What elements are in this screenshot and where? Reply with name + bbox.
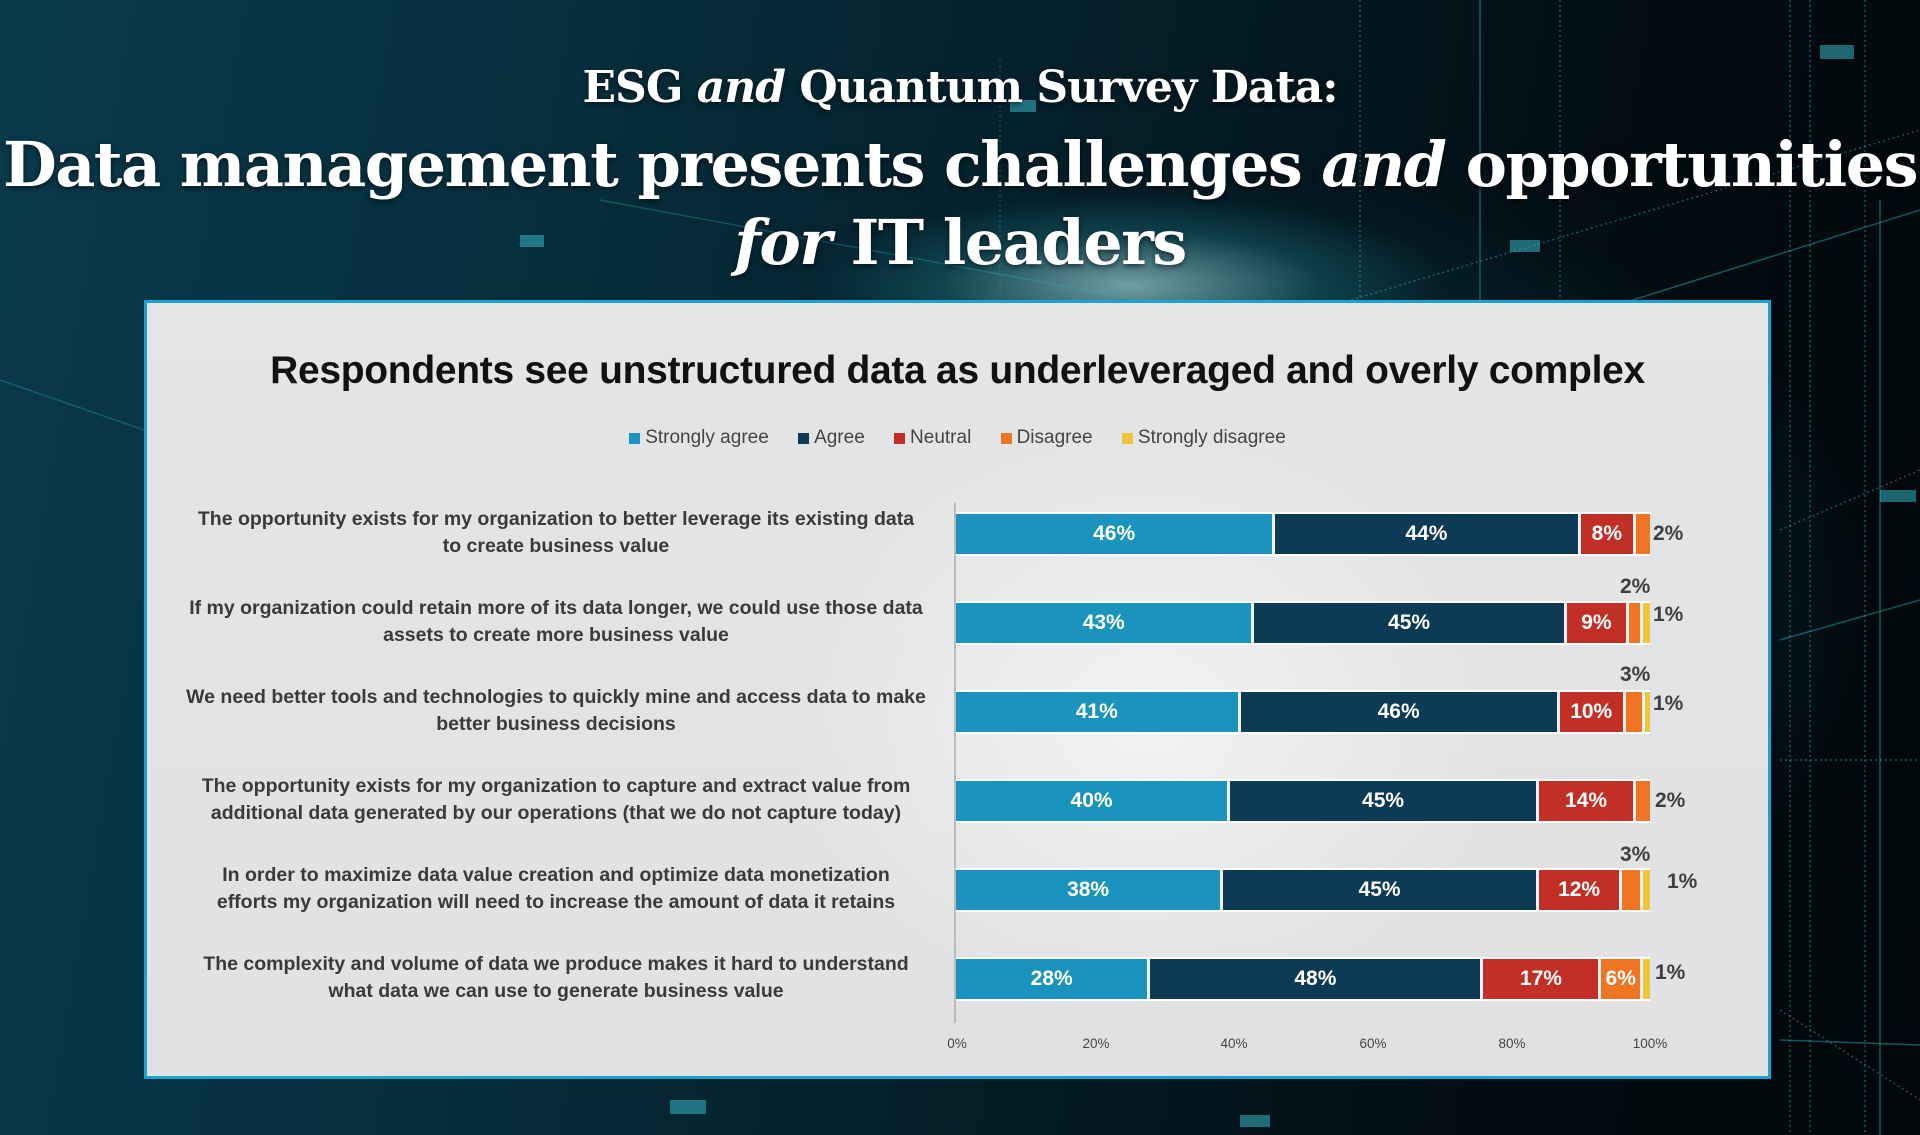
- chart-title: Respondents see unstructured data as und…: [270, 349, 1645, 392]
- bar-segment-neutral: 12%: [1538, 870, 1623, 910]
- row-label: The opportunity exists for my organizati…: [201, 775, 911, 824]
- bar-segment-agree: 45%: [1254, 603, 1567, 643]
- legend-swatch-icon: [894, 432, 906, 444]
- value-label-right: 1%: [1667, 870, 1698, 893]
- bar-segment-agree: 44%: [1275, 514, 1581, 554]
- legend-item-strongly-disagree: Strongly disagree: [1121, 427, 1286, 449]
- value-label-above: 3%: [1620, 663, 1651, 686]
- x-tick: 40%: [1220, 1036, 1248, 1051]
- row-label: The opportunity exists for my organizati…: [197, 508, 915, 557]
- legend-label: Disagree: [1016, 427, 1093, 448]
- bar-segment-strongly-agree: 40%: [956, 781, 1231, 821]
- value-label-right: 1%: [1655, 961, 1686, 984]
- bar-segment-strongly-agree: 43%: [956, 603, 1255, 643]
- stacked-bar: 28% 48% 17% 6%: [956, 957, 1650, 1001]
- row-label: The complexity and volume of data we pro…: [203, 953, 909, 1002]
- bar-segment-disagree: [1622, 870, 1644, 910]
- chart-legend: Strongly agree Agree Neutral Disagree St…: [147, 427, 1768, 450]
- stacked-bar: 46% 44% 8%: [956, 512, 1650, 556]
- legend-label: Strongly disagree: [1137, 427, 1286, 448]
- chart-panel: Respondents see unstructured data as und…: [144, 300, 1771, 1079]
- bar-segment-strongly-disagree: [1645, 692, 1650, 732]
- bar-segment-strongly-disagree: [1643, 959, 1650, 999]
- legend-swatch-icon: [1121, 432, 1133, 444]
- bar-segment-neutral: 8%: [1580, 514, 1637, 554]
- bar-segment-neutral: 9%: [1566, 603, 1630, 643]
- bar-segment-strongly-disagree: [1643, 870, 1650, 910]
- stacked-bar: 38% 45% 12%: [956, 868, 1650, 912]
- x-tick: 60%: [1359, 1036, 1387, 1051]
- legend-swatch-icon: [629, 432, 641, 444]
- value-label-right: 1%: [1653, 692, 1684, 715]
- bar-segment-disagree: [1625, 692, 1646, 732]
- bar-segment-strongly-disagree: [1643, 603, 1650, 643]
- header-title-line1: Data management presents challenges and …: [2, 128, 1919, 201]
- bar-segment-agree: 45%: [1230, 781, 1539, 821]
- x-tick: 20%: [1082, 1036, 1110, 1051]
- stacked-bar: 40% 45% 14%: [956, 779, 1650, 823]
- value-label-right: 1%: [1653, 603, 1684, 626]
- legend-label: Strongly agree: [645, 427, 769, 448]
- legend-label: Neutral: [910, 427, 972, 448]
- bar-segment-strongly-agree: 46%: [956, 514, 1276, 554]
- legend-swatch-icon: [1000, 432, 1012, 444]
- row-label: In order to maximize data value creation…: [216, 864, 896, 913]
- x-tick: 0%: [947, 1036, 967, 1051]
- legend-item-disagree: Disagree: [1000, 427, 1093, 449]
- legend-item-strongly-agree: Strongly agree: [629, 427, 769, 449]
- bar-segment-neutral: 14%: [1538, 781, 1637, 821]
- bar-segment-strongly-agree: 28%: [956, 959, 1151, 999]
- value-label-above: 3%: [1620, 843, 1651, 866]
- legend-item-agree: Agree: [798, 427, 865, 449]
- x-tick: 80%: [1498, 1036, 1526, 1051]
- row-label: We need better tools and technologies to…: [186, 686, 926, 735]
- stacked-bar: 43% 45% 9%: [956, 601, 1650, 645]
- header-title-line2: for IT leaders: [734, 206, 1187, 279]
- legend-item-neutral: Neutral: [894, 427, 971, 449]
- legend-label: Agree: [814, 427, 865, 448]
- x-tick: 100%: [1632, 1036, 1668, 1051]
- bar-segment-neutral: 17%: [1483, 959, 1602, 999]
- bar-segment-agree: 45%: [1223, 870, 1539, 910]
- bar-segment-disagree: 6%: [1601, 959, 1644, 999]
- bar-segment-agree: 48%: [1150, 959, 1484, 999]
- y-axis-line: [954, 503, 956, 1023]
- bar-segment-agree: 46%: [1240, 692, 1560, 732]
- bar-segment-neutral: 10%: [1559, 692, 1626, 732]
- header-subtitle: ESG and Quantum Survey Data:: [582, 62, 1339, 113]
- bar-segment-strongly-agree: 41%: [956, 692, 1241, 732]
- value-label-right: 2%: [1653, 522, 1684, 545]
- bar-segment-disagree: [1636, 514, 1650, 554]
- value-label-above: 2%: [1620, 575, 1651, 598]
- value-label-right: 2%: [1655, 789, 1686, 812]
- row-label: If my organization could retain more of …: [189, 597, 923, 646]
- bar-segment-disagree: [1636, 781, 1650, 821]
- legend-swatch-icon: [798, 432, 810, 444]
- stacked-bar: 41% 46% 10%: [956, 690, 1650, 734]
- bar-segment-strongly-agree: 38%: [956, 870, 1224, 910]
- bar-segment-disagree: [1629, 603, 1644, 643]
